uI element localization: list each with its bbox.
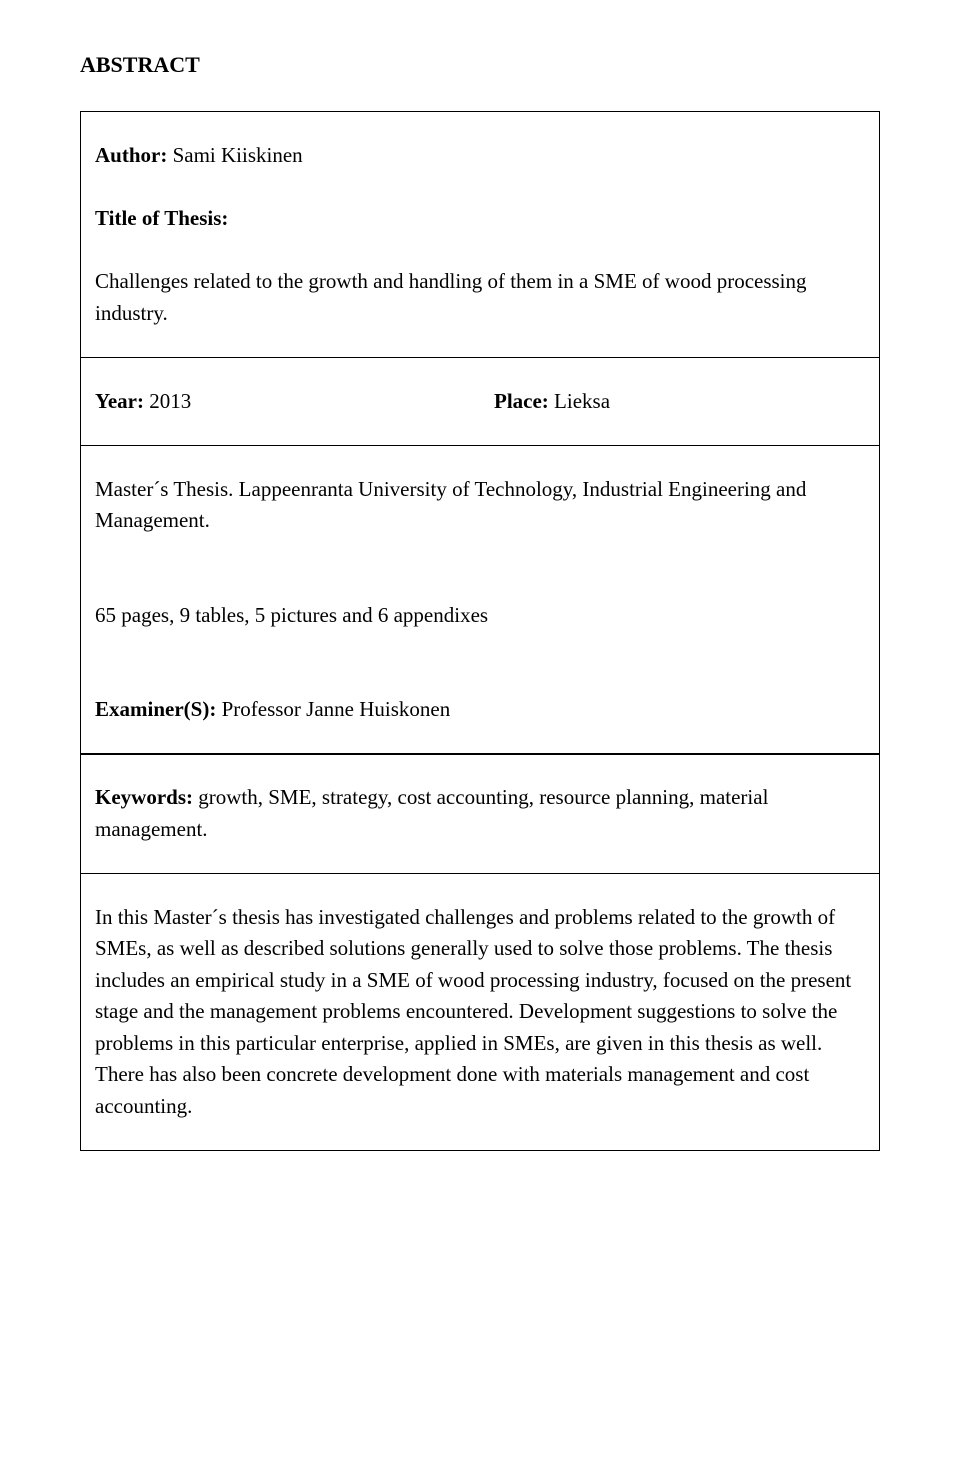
thesis-line-1: Master´s Thesis. Lappeenranta University… xyxy=(95,474,865,537)
keywords-line: Keywords: growth, SME, strategy, cost ac… xyxy=(95,782,865,845)
keywords-box: Keywords: growth, SME, strategy, cost ac… xyxy=(80,753,880,874)
place-value: Lieksa xyxy=(549,389,610,413)
author-line: Author: Sami Kiiskinen xyxy=(95,140,865,172)
title-value: Challenges related to the growth and han… xyxy=(95,266,865,329)
title-label: Title of Thesis: xyxy=(95,203,865,235)
examiner-line: Examiner(S): Professor Janne Huiskonen xyxy=(95,694,865,726)
place-cell: Place: Lieksa xyxy=(480,358,879,446)
abstract-body-box: In this Master´s thesis has investigated… xyxy=(80,873,880,1152)
author-label: Author: xyxy=(95,143,167,167)
place-label: Place: xyxy=(494,389,549,413)
page-heading: ABSTRACT xyxy=(80,48,880,81)
year-place-box: Year: 2013 Place: Lieksa xyxy=(80,357,880,447)
year-label: Year: xyxy=(95,389,144,413)
thesis-details-box: Master´s Thesis. Lappeenranta University… xyxy=(80,445,880,755)
examiner-value: Professor Janne Huiskonen xyxy=(216,697,450,721)
keywords-value: growth, SME, strategy, cost accounting, … xyxy=(95,785,768,841)
author-title-box: Author: Sami Kiiskinen Title of Thesis: … xyxy=(80,111,880,358)
examiner-label: Examiner(S): xyxy=(95,697,216,721)
keywords-label: Keywords: xyxy=(95,785,193,809)
abstract-body-text: In this Master´s thesis has investigated… xyxy=(95,902,865,1123)
year-cell: Year: 2013 xyxy=(81,358,480,446)
year-value: 2013 xyxy=(144,389,191,413)
thesis-line-2: 65 pages, 9 tables, 5 pictures and 6 app… xyxy=(95,600,865,632)
author-value: Sami Kiiskinen xyxy=(167,143,302,167)
